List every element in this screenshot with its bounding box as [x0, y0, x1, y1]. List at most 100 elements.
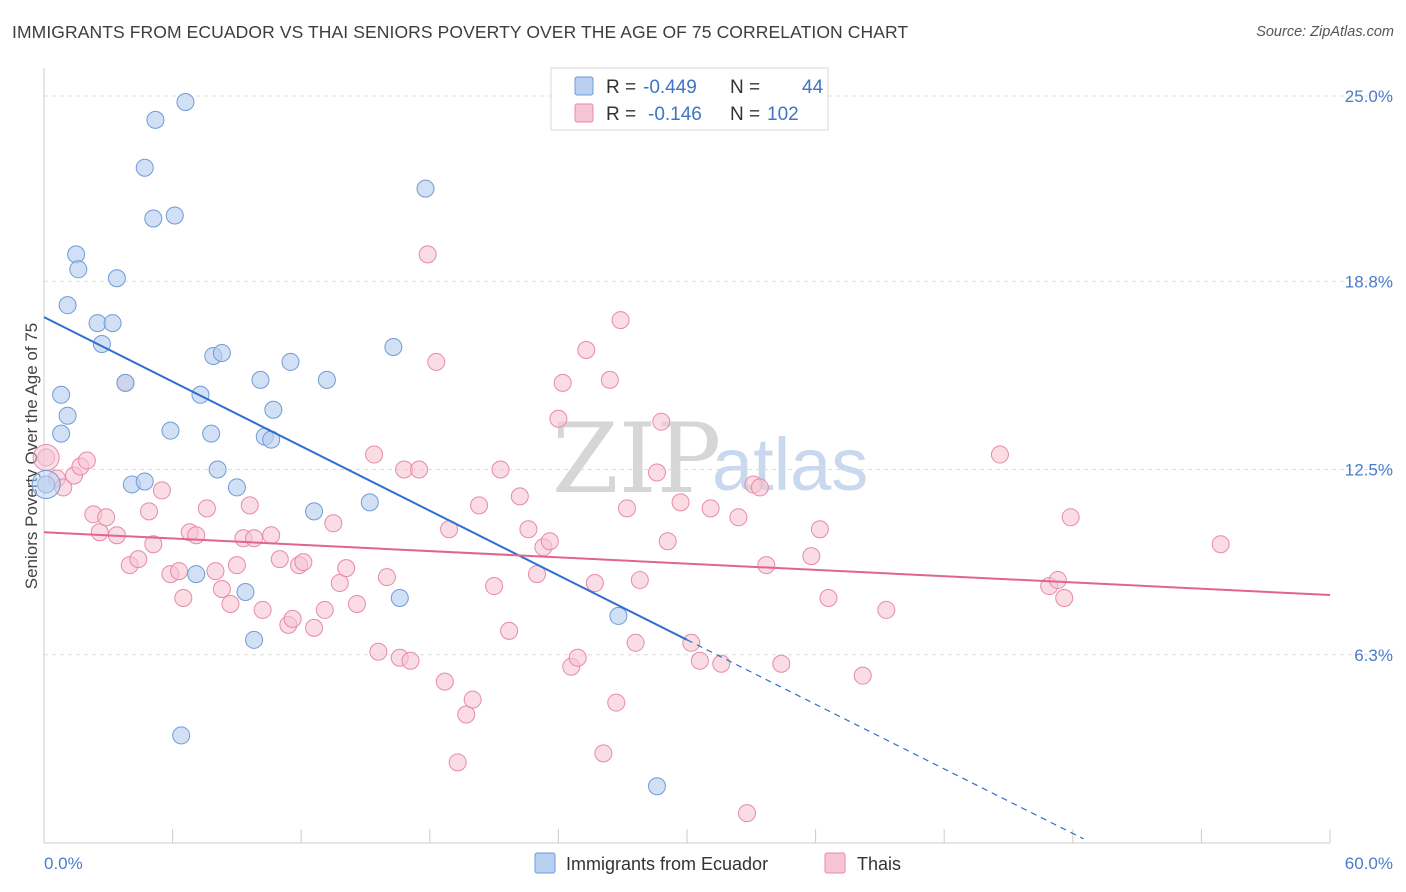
thais-point [337, 559, 356, 578]
legend-swatch-ecuador [574, 76, 594, 96]
thais-point [369, 642, 388, 661]
thais-point [170, 562, 189, 581]
thais-point [568, 648, 587, 667]
thais-point [647, 463, 666, 482]
thais-point [772, 654, 791, 673]
ecuador-point [165, 206, 184, 225]
thais-point [270, 550, 289, 569]
ecuador-point [69, 260, 88, 279]
ecuador-point [208, 460, 227, 479]
thais-point [630, 571, 649, 590]
thais-point [877, 600, 896, 619]
thais-point [457, 705, 476, 724]
trend-lines [43, 316, 1331, 840]
thais-point [305, 618, 324, 637]
thais-point [658, 532, 677, 551]
ecuador-point [103, 314, 122, 333]
thais-point [600, 370, 619, 389]
ecuador-point [647, 777, 666, 796]
chart-title: IMMIGRANTS FROM ECUADOR VS THAI SENIORS … [12, 22, 909, 42]
ecuador-point [135, 158, 154, 177]
thais-point [377, 568, 396, 587]
thais-point [729, 508, 748, 527]
legend-swatch-thais [574, 103, 594, 123]
thais-point [549, 409, 568, 428]
thais-point [500, 621, 519, 640]
thais-point [197, 499, 216, 518]
thais-point [819, 588, 838, 607]
thais-point [577, 340, 596, 359]
thais-point [690, 651, 709, 670]
thais-point [712, 654, 731, 673]
ecuador-point [245, 630, 264, 649]
thais-point [401, 651, 420, 670]
thais-point [652, 412, 671, 431]
grid-lines [44, 95, 1392, 656]
ecuador-point [172, 726, 191, 745]
thais-point [671, 493, 690, 512]
thais-point [990, 445, 1009, 464]
thais-point [757, 556, 776, 575]
thais-point [750, 478, 769, 497]
ecuador-point [264, 400, 283, 419]
ecuador-point [116, 373, 135, 392]
y-tick-label: 25.0% [1345, 87, 1393, 106]
thais-point [140, 502, 159, 521]
thais-point [227, 556, 246, 575]
legend-r-value-ecuador: -0.449 [643, 77, 697, 98]
ecuador-point [236, 583, 255, 602]
y-tick-labels: 6.3% 12.5% 18.8% 25.0% [1345, 87, 1393, 665]
ecuador-point [58, 296, 77, 315]
legend-r-label-thais: R = [606, 104, 636, 125]
thais-point [553, 373, 572, 392]
thais-point [174, 588, 193, 607]
thais-point [221, 594, 240, 613]
thais-point [129, 550, 148, 569]
legend-r-value-thais: -0.146 [648, 104, 702, 125]
thais-point [152, 481, 171, 500]
thais-point [283, 609, 302, 628]
ecuador-point [52, 385, 71, 404]
thais-point [212, 580, 231, 599]
thais-point [324, 514, 343, 533]
thais-point [240, 496, 259, 515]
thais-point [519, 520, 538, 539]
thais-point [510, 487, 529, 506]
thais-point [470, 496, 489, 515]
thais-point [1048, 571, 1067, 590]
thais-point [1055, 588, 1074, 607]
thais-point [206, 562, 225, 581]
thais-point [187, 526, 206, 545]
ecuador-point [176, 92, 195, 111]
thais-point [90, 523, 109, 542]
ecuador-point [305, 502, 324, 521]
ecuador-point [88, 314, 107, 333]
chart-source: Source: ZipAtlas.com [1256, 24, 1394, 40]
x-tick-label-max: 60.0% [1345, 854, 1393, 873]
thais-point [418, 245, 437, 264]
thais-point [253, 600, 272, 619]
thais-point [617, 499, 636, 518]
thais-point [395, 460, 414, 479]
y-tick-label: 6.3% [1354, 646, 1393, 665]
thais-point [802, 547, 821, 566]
y-axis-label: Seniors Poverty Over the Age of 75 [22, 323, 41, 589]
ecuador-point [212, 343, 231, 362]
ecuador-point [416, 179, 435, 198]
ecuador-point [52, 424, 71, 443]
bottom-legend-label-ecuador: Immigrants from Ecuador [566, 854, 768, 874]
thais-point [97, 508, 116, 527]
legend-n-label-ecuador: N = [730, 77, 760, 98]
thais-point [607, 693, 626, 712]
thais-point [245, 529, 264, 548]
thais-point [485, 577, 504, 596]
thais-point [540, 532, 559, 551]
thais-point [682, 633, 701, 652]
legend-r-label-ecuador: R = [606, 77, 636, 98]
ecuador-points [31, 92, 666, 796]
ecuador-point [202, 424, 221, 443]
series-legend: Immigrants from Ecuador Thais [534, 852, 901, 874]
thais-trend-line [43, 531, 1331, 596]
thais-point [463, 690, 482, 709]
